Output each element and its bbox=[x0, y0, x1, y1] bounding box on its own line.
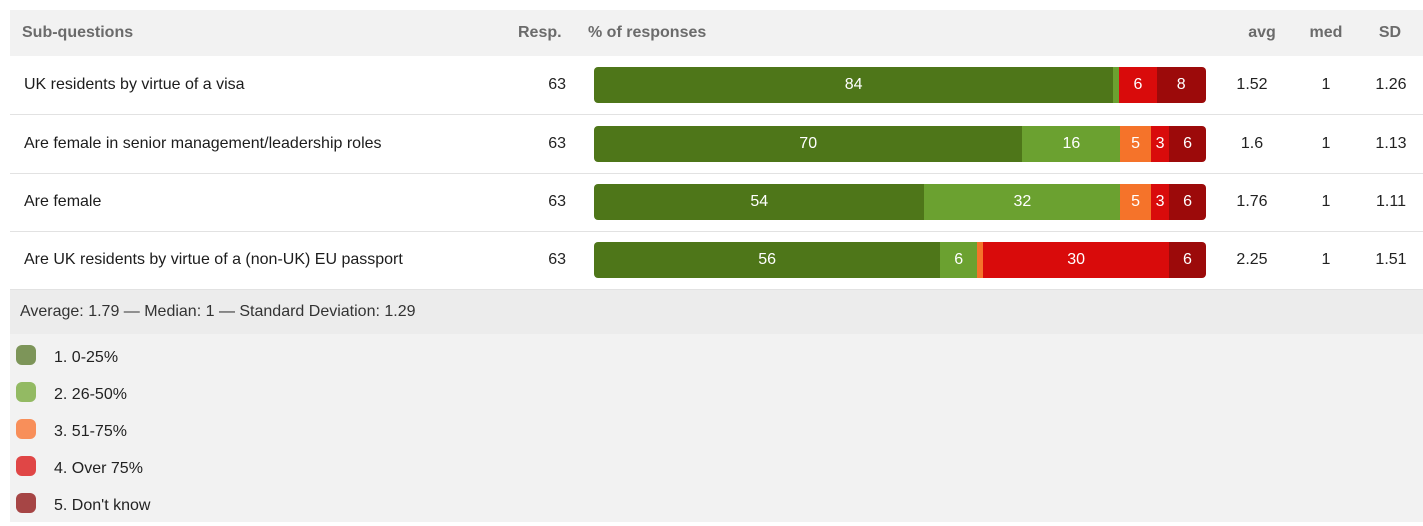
row-label: UK residents by virtue of a visa bbox=[24, 76, 245, 93]
row-avg: 2.25 bbox=[1236, 251, 1268, 268]
header-sd: SD bbox=[1378, 24, 1402, 41]
row-sd: 1.11 bbox=[1376, 193, 1406, 210]
header-med: med bbox=[1309, 24, 1343, 41]
bar-segment-label: 30 bbox=[1067, 251, 1086, 268]
header-avg: avg bbox=[1248, 24, 1276, 41]
bar-segment: 6 bbox=[1169, 184, 1206, 220]
bar-segment-label: 3 bbox=[1155, 193, 1165, 210]
bar-segment: 5 bbox=[1120, 184, 1151, 220]
row-med: 1 bbox=[1321, 193, 1331, 210]
table-row: Are UK residents by virtue of a (non-UK)… bbox=[10, 231, 1423, 290]
row-sd: 1.26 bbox=[1375, 76, 1407, 93]
bar-segment bbox=[977, 242, 984, 278]
legend-swatch bbox=[16, 493, 36, 513]
table-row: Are female in senior management/leadersh… bbox=[10, 115, 1423, 174]
row-resp: 63 bbox=[548, 193, 566, 210]
bar-segment: 32 bbox=[924, 184, 1121, 220]
row-avg: 1.6 bbox=[1240, 135, 1264, 152]
bar-segment: 5 bbox=[1120, 126, 1151, 162]
bar-segment-label: 16 bbox=[1062, 135, 1081, 152]
row-med: 1 bbox=[1321, 135, 1331, 152]
stacked-bar: 54 32 5 3 6 bbox=[594, 184, 1206, 220]
bar-segment-label: 6 bbox=[1183, 135, 1193, 152]
row-label: Are female bbox=[24, 193, 102, 210]
legend-label: 4. Over 75% bbox=[54, 460, 143, 477]
bar-segment-label: 32 bbox=[1013, 193, 1032, 210]
row-resp: 63 bbox=[548, 135, 566, 152]
stacked-bar: 84 6 8 bbox=[594, 67, 1206, 103]
table-header: Sub-questions Resp. % of responses avg m… bbox=[10, 10, 1423, 56]
bar-segment: 30 bbox=[983, 242, 1169, 278]
legend-swatch bbox=[16, 456, 36, 476]
row-sd: 1.51 bbox=[1375, 251, 1407, 268]
bar-segment: 6 bbox=[940, 242, 978, 278]
bar-segment: 6 bbox=[1119, 67, 1157, 103]
bar-segment-label: 84 bbox=[844, 76, 863, 93]
bar-segment: 54 bbox=[594, 184, 925, 220]
row-med: 1 bbox=[1321, 251, 1331, 268]
bar-segment-label: 5 bbox=[1131, 135, 1141, 152]
legend-swatch bbox=[16, 345, 36, 365]
legend-label: 2. 26-50% bbox=[54, 386, 127, 403]
row-avg: 1.52 bbox=[1236, 76, 1268, 93]
bar-segment-label: 70 bbox=[799, 135, 818, 152]
bar-segment bbox=[1113, 67, 1120, 103]
bar-segment: 8 bbox=[1156, 67, 1206, 103]
bar-segment: 84 bbox=[594, 67, 1114, 103]
legend-label: 1. 0-25% bbox=[54, 349, 119, 366]
bar-segment: 16 bbox=[1022, 126, 1121, 162]
stacked-bar: 70 16 5 3 6 bbox=[594, 126, 1206, 162]
bar-segment-label: 3 bbox=[1155, 135, 1165, 152]
bar-segment-label: 5 bbox=[1131, 193, 1141, 210]
bar-segment-label: 56 bbox=[758, 251, 776, 268]
summary-text: Average: 1.79 — Median: 1 — Standard Dev… bbox=[20, 303, 416, 320]
legend-swatch bbox=[16, 419, 36, 439]
bar-segment-label: 6 bbox=[1182, 251, 1192, 268]
legend-label: 5. Don't know bbox=[54, 497, 151, 514]
bar-segment-label: 6 bbox=[1133, 76, 1143, 93]
bar-segment: 56 bbox=[594, 242, 941, 278]
row-label: Are UK residents by virtue of a (non-UK)… bbox=[24, 251, 403, 268]
legend-swatch bbox=[16, 382, 36, 402]
summary-bar: Average: 1.79 — Median: 1 — Standard Dev… bbox=[10, 290, 1423, 334]
legend-label: 3. 51-75% bbox=[54, 423, 127, 440]
row-resp: 63 bbox=[548, 76, 566, 93]
header-resp: Resp. bbox=[518, 24, 562, 41]
bar-segment: 3 bbox=[1150, 126, 1170, 162]
row-avg: 1.76 bbox=[1236, 193, 1268, 210]
table-row: Are female 63 54 32 5 3 6 1.76 1 1.11 bbox=[10, 173, 1423, 232]
row-resp: 63 bbox=[548, 251, 566, 268]
table-row: UK residents by virtue of a visa 63 84 6 8… bbox=[10, 56, 1423, 115]
bar-segment: 70 bbox=[594, 126, 1023, 162]
bar-segment: 6 bbox=[1168, 242, 1206, 278]
header-sub-questions: Sub-questions bbox=[22, 24, 134, 41]
header-pct-responses: % of responses bbox=[588, 24, 707, 41]
legend: 1. 0-25% 2. 26-50% 3. 51-75% 4. Over 75%… bbox=[10, 334, 1423, 522]
bar-segment: 3 bbox=[1150, 184, 1170, 220]
bar-segment-label: 54 bbox=[750, 193, 769, 210]
row-med: 1 bbox=[1321, 76, 1331, 93]
row-sd: 1.13 bbox=[1375, 135, 1407, 152]
row-label: Are female in senior management/leadersh… bbox=[24, 135, 382, 152]
bar-segment: 6 bbox=[1169, 126, 1206, 162]
bar-segment-label: 6 bbox=[1183, 193, 1193, 210]
bar-segment-label: 6 bbox=[954, 251, 964, 268]
bar-segment-label: 8 bbox=[1176, 76, 1186, 93]
stacked-bar: 56 6 30 6 bbox=[594, 242, 1206, 278]
